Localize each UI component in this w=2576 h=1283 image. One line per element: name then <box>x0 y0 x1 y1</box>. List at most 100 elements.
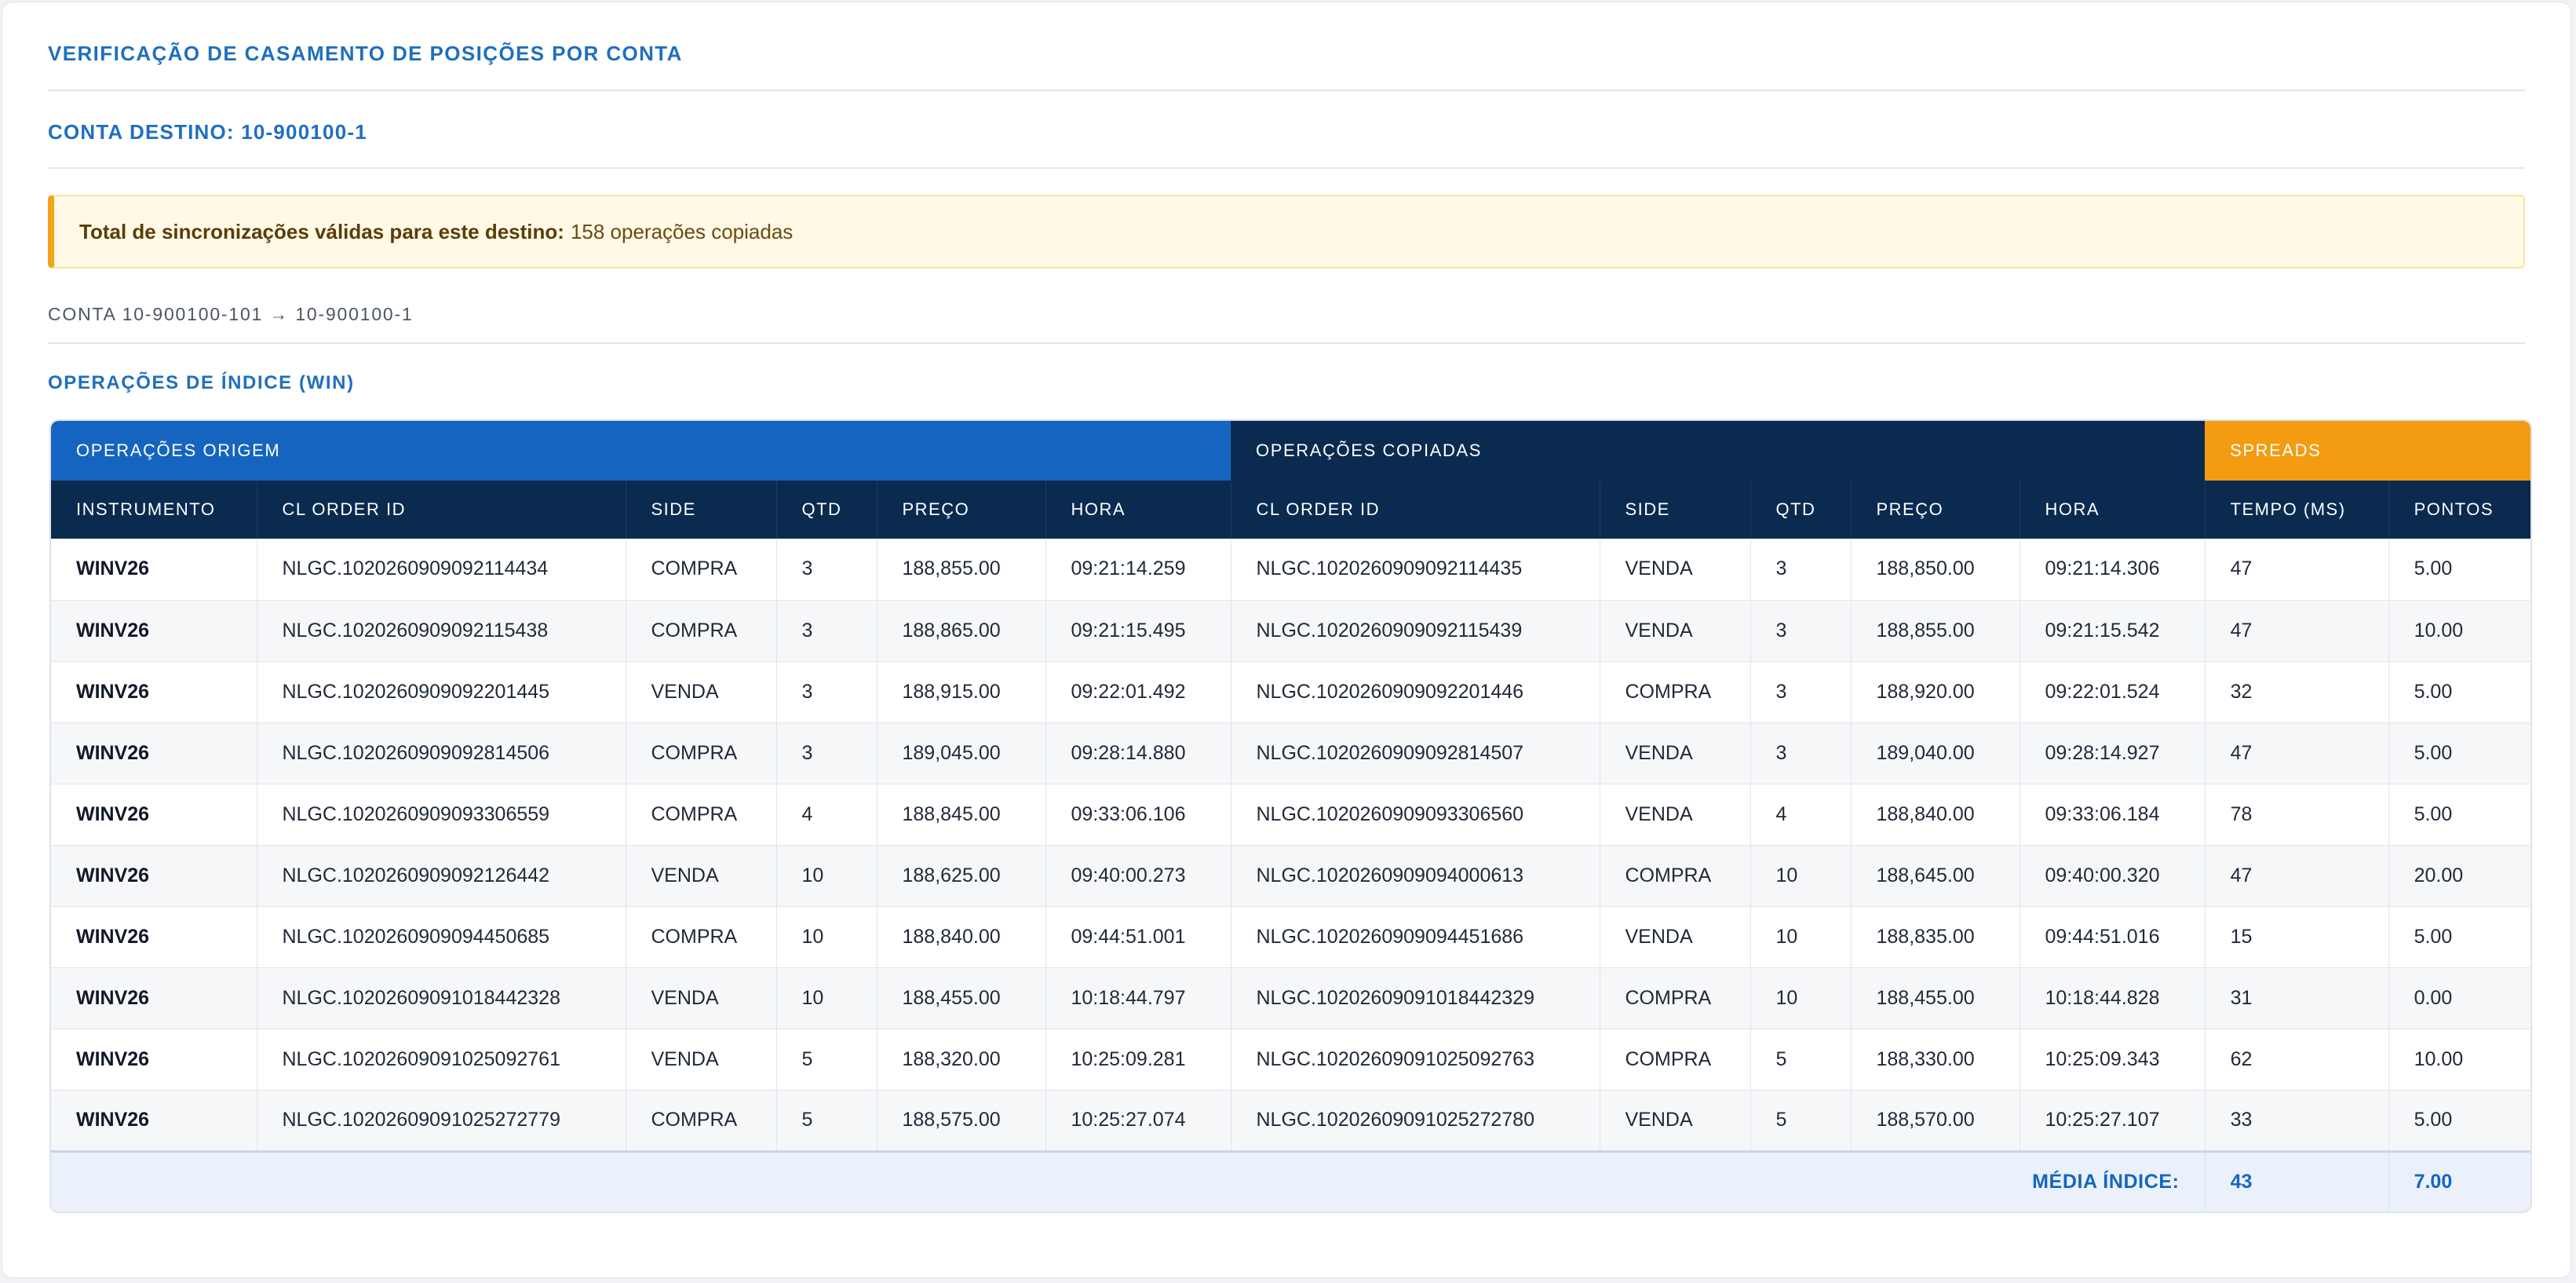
sync-total-alert: Total de sincronizações válidas para est… <box>48 195 2525 269</box>
cell-origem-hora: 10:18:44.797 <box>1045 967 1231 1029</box>
cell-instrumento: WINV26 <box>51 845 257 907</box>
col-origem-cl-order-id: CL ORDER ID <box>257 481 626 539</box>
cell-origem-side: COMPRA <box>626 539 777 601</box>
cell-origem-side: COMPRA <box>626 600 777 662</box>
cell-copia-hora: 10:25:09.343 <box>2020 1029 2206 1091</box>
cell-pontos: 5.00 <box>2388 784 2530 846</box>
cell-copia-side: VENDA <box>1600 539 1751 601</box>
cell-copia-side: VENDA <box>1600 600 1751 662</box>
table-row: WINV26 NLGC.1020260909092814506 COMPRA 3 189… <box>51 722 2530 784</box>
cell-copia-cl-order-id: NLGC.1020260909092115439 <box>1231 600 1600 662</box>
cell-copia-side: VENDA <box>1600 784 1751 846</box>
cell-origem-side: VENDA <box>626 967 777 1029</box>
cell-copia-side: COMPRA <box>1600 661 1751 723</box>
col-copia-qtd: QTD <box>1750 481 1852 539</box>
cell-origem-preco: 189,045.00 <box>877 722 1046 784</box>
cell-origem-preco: 188,845.00 <box>877 784 1046 846</box>
cell-origem-hora: 09:22:01.492 <box>1045 661 1231 723</box>
cell-origem-side: VENDA <box>626 661 777 723</box>
cell-pontos: 5.00 <box>2388 1090 2530 1152</box>
col-instrumento: INSTRUMENTO <box>51 481 257 539</box>
cell-origem-side: COMPRA <box>626 784 777 846</box>
cell-origem-hora: 10:25:27.074 <box>1045 1090 1231 1152</box>
average-label: MÉDIA ÍNDICE: <box>51 1150 2206 1212</box>
cell-copia-qtd: 10 <box>1750 967 1852 1029</box>
cell-origem-hora: 10:25:09.281 <box>1045 1029 1231 1091</box>
operations-table-body: WINV26 NLGC.1020260909092114434 COMPRA 3 188… <box>51 539 2530 1152</box>
cell-copia-hora: 09:40:00.320 <box>2020 845 2206 907</box>
average-tempo: 43 <box>2204 1150 2389 1212</box>
cell-copia-qtd: 10 <box>1750 845 1852 907</box>
group-spreads: SPREADS <box>2205 421 2530 481</box>
cell-instrumento: WINV26 <box>51 1029 257 1091</box>
cell-instrumento: WINV26 <box>51 1090 257 1152</box>
table-row: WINV26 NLGC.1020260909092114434 COMPRA 3 188… <box>51 539 2530 601</box>
alert-value: 158 operações copiadas <box>570 219 794 243</box>
cell-origem-cl-order-id: NLGC.10202609091025092761 <box>257 1029 626 1091</box>
cell-copia-qtd: 5 <box>1750 1090 1852 1152</box>
col-copia-hora: HORA <box>2020 481 2206 539</box>
col-pontos: PONTOS <box>2388 481 2530 539</box>
cell-pontos: 5.00 <box>2388 539 2530 601</box>
cell-copia-qtd: 3 <box>1750 722 1852 784</box>
cell-copia-qtd: 4 <box>1750 784 1852 846</box>
cell-tempo-ms: 47 <box>2205 845 2389 907</box>
cell-copia-hora: 09:21:15.542 <box>2020 600 2206 662</box>
title-divider <box>48 90 2525 91</box>
cell-origem-preco: 188,320.00 <box>877 1029 1046 1091</box>
cell-origem-qtd: 10 <box>776 845 878 907</box>
cell-origem-qtd: 3 <box>776 722 878 784</box>
cell-copia-side: VENDA <box>1600 906 1751 968</box>
col-origem-hora: HORA <box>1045 481 1231 539</box>
cell-origem-side: VENDA <box>626 845 777 907</box>
col-copia-side: SIDE <box>1600 481 1751 539</box>
cell-copia-side: VENDA <box>1600 1090 1751 1152</box>
cell-copia-preco: 189,040.00 <box>1851 722 2020 784</box>
table-row: WINV26 NLGC.1020260909092201445 VENDA 3 188,… <box>51 661 2530 723</box>
cell-copia-side: COMPRA <box>1600 1029 1751 1091</box>
alert-label: Total de sincronizações válidas para est… <box>79 219 564 243</box>
cell-origem-preco: 188,855.00 <box>877 539 1046 601</box>
cell-copia-side: COMPRA <box>1600 845 1751 907</box>
cell-origem-hora: 09:40:00.273 <box>1045 845 1231 907</box>
cell-pontos: 10.00 <box>2388 600 2530 662</box>
cell-tempo-ms: 47 <box>2205 539 2389 601</box>
cell-origem-preco: 188,865.00 <box>877 600 1046 662</box>
col-origem-side: SIDE <box>626 481 777 539</box>
col-copia-preco: PREÇO <box>1851 481 2020 539</box>
cell-copia-qtd: 3 <box>1750 539 1852 601</box>
cell-pontos: 0.00 <box>2388 967 2530 1029</box>
cell-copia-hora: 10:25:27.107 <box>2020 1090 2206 1152</box>
col-origem-preco: PREÇO <box>877 481 1046 539</box>
cell-instrumento: WINV26 <box>51 600 257 662</box>
cell-origem-preco: 188,455.00 <box>877 967 1046 1029</box>
account-route: CONTA 10-900100-101 → 10-900100-1 <box>48 304 414 324</box>
cell-origem-hora: 09:21:15.495 <box>1045 600 1231 662</box>
cell-copia-cl-order-id: NLGC.1020260909092114435 <box>1231 539 1600 601</box>
group-header-row: OPERAÇÕES ORIGEM OPERAÇÕES COPIADAS SPRE… <box>51 421 2530 481</box>
table-row: WINV26 NLGC.1020260909094450685 COMPRA 10 18… <box>51 906 2530 968</box>
col-tempo-ms: TEMPO (MS) <box>2205 481 2389 539</box>
cell-origem-cl-order-id: NLGC.1020260909092814506 <box>257 722 626 784</box>
cell-origem-cl-order-id: NLGC.10202609091025272779 <box>257 1090 626 1152</box>
cell-instrumento: WINV26 <box>51 967 257 1029</box>
cell-copia-hora: 09:33:06.184 <box>2020 784 2206 846</box>
cell-instrumento: WINV26 <box>51 906 257 968</box>
cell-copia-cl-order-id: NLGC.1020260909092814507 <box>1231 722 1600 784</box>
cell-tempo-ms: 62 <box>2205 1029 2389 1091</box>
cell-copia-qtd: 5 <box>1750 1029 1852 1091</box>
group-origem: OPERAÇÕES ORIGEM <box>51 421 1231 481</box>
cell-origem-cl-order-id: NLGC.10202609091018442328 <box>257 967 626 1029</box>
cell-origem-cl-order-id: NLGC.1020260909093306559 <box>257 784 626 846</box>
cell-origem-qtd: 3 <box>776 600 878 662</box>
cell-tempo-ms: 32 <box>2205 661 2389 723</box>
cell-copia-preco: 188,920.00 <box>1851 661 2020 723</box>
cell-origem-side: COMPRA <box>626 722 777 784</box>
destination-divider <box>48 167 2525 169</box>
cell-pontos: 20.00 <box>2388 845 2530 907</box>
cell-origem-qtd: 10 <box>776 967 878 1029</box>
cell-origem-qtd: 5 <box>776 1029 878 1091</box>
page-title: VERIFICAÇÃO DE CASAMENTO DE POSIÇÕES POR… <box>48 42 683 65</box>
operations-table: OPERAÇÕES ORIGEM OPERAÇÕES COPIADAS SPRE… <box>51 421 2530 1212</box>
